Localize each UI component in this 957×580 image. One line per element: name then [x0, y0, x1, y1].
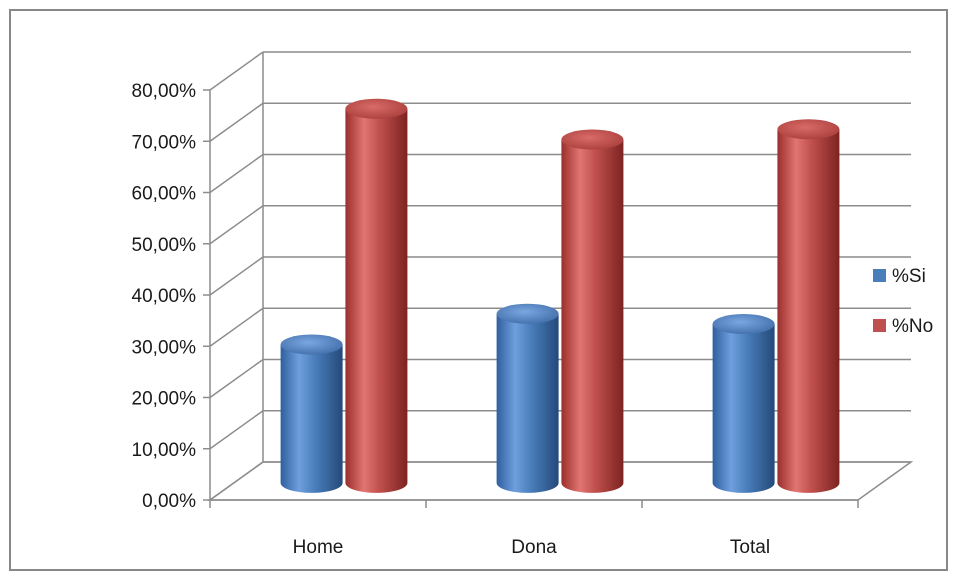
gridline-side [209, 358, 264, 399]
legend: %Si %No [873, 266, 933, 337]
bar-pct-no-total [777, 119, 840, 493]
y-tick-label: 80,00% [132, 81, 197, 102]
gridline-side [209, 256, 264, 296]
bar-top [496, 303, 559, 324]
y-axis-ticks: 0,00% 10,00% 20,00% 30,00% 40,00% 50,00% 60,00… [132, 81, 210, 512]
bar-body [345, 108, 408, 493]
bar-top [280, 334, 343, 355]
x-tick-label: Home [293, 537, 344, 558]
y-tick-label: 70,00% [132, 132, 197, 153]
gridline-side [209, 307, 264, 347]
gridline-side [209, 410, 264, 450]
y-tick-label: 10,00% [132, 440, 197, 461]
bar-top [345, 98, 408, 119]
legend-label: %Si [892, 266, 926, 287]
gridline-side [209, 102, 264, 142]
bar-body [777, 129, 840, 493]
y-tick-label: 40,00% [132, 286, 197, 307]
bar-pct-si-home [280, 334, 343, 493]
bar-pct-no-dona [561, 129, 624, 493]
bar-top [561, 129, 624, 150]
legend-swatch [873, 319, 886, 332]
bar-top [712, 314, 775, 335]
legend-swatch [873, 269, 886, 282]
y-tick-label: 50,00% [132, 235, 197, 256]
x-tick-label: Total [730, 537, 770, 558]
gridline-side [209, 51, 264, 91]
y-tick-label: 60,00% [132, 184, 197, 205]
bar-pct-si-total [712, 314, 775, 493]
x-axis-labels: Home Dona Total [293, 537, 770, 558]
bar-pct-si-dona [496, 303, 559, 493]
legend-label: %No [892, 316, 933, 337]
gridline-side [209, 461, 264, 501]
bar-pct-no-home [345, 98, 408, 493]
bar-body [561, 139, 624, 493]
gridline-side [209, 205, 264, 245]
y-tick-label: 0,00% [142, 491, 196, 512]
y-tick-label: 20,00% [132, 389, 197, 410]
bars [280, 98, 840, 493]
y-tick-label: 30,00% [132, 337, 197, 358]
bar-body [712, 324, 775, 493]
bar-top [777, 119, 840, 140]
bar-body [280, 344, 343, 493]
bar-body [496, 313, 559, 493]
x-tick-label: Dona [511, 537, 557, 558]
gridline-side [209, 153, 264, 194]
